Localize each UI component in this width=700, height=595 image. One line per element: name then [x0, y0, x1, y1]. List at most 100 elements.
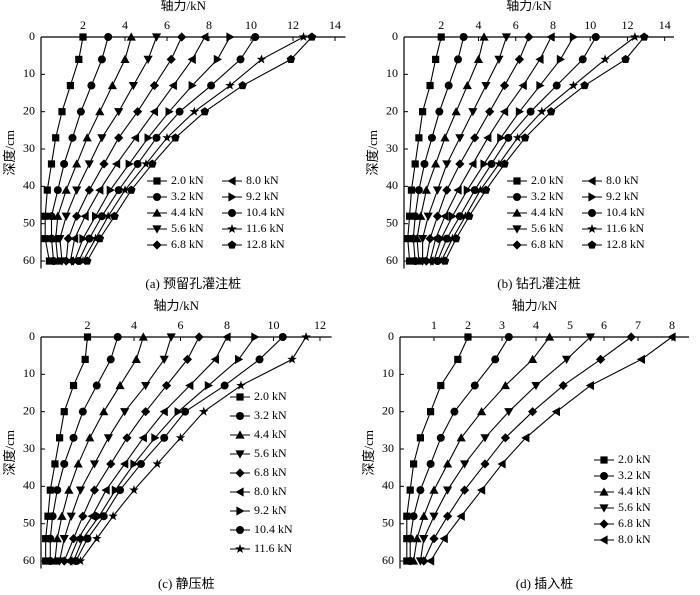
marker — [161, 380, 172, 391]
x-tick-label: 2 — [438, 18, 444, 32]
marker — [106, 185, 115, 195]
legend-label: 10.4 kN — [246, 205, 285, 219]
marker — [160, 433, 169, 442]
marker — [182, 354, 193, 365]
series-line — [407, 36, 442, 262]
marker — [225, 80, 235, 90]
marker — [113, 333, 122, 341]
marker — [116, 486, 125, 495]
marker — [198, 406, 209, 416]
legend-marker — [600, 472, 608, 480]
marker — [419, 108, 427, 116]
marker — [429, 512, 439, 521]
marker — [84, 160, 94, 169]
marker — [569, 32, 579, 42]
marker — [521, 433, 530, 443]
marker — [85, 234, 94, 243]
legend-label: 9.2 kN — [254, 503, 287, 517]
marker — [405, 212, 414, 220]
marker — [440, 256, 450, 265]
legend-marker — [228, 192, 237, 202]
x-tick-label: 5 — [567, 318, 573, 332]
marker — [181, 407, 190, 416]
marker — [64, 485, 74, 494]
marker — [416, 434, 424, 442]
series-line — [65, 36, 183, 262]
marker — [456, 433, 466, 442]
marker — [60, 408, 68, 416]
y-tick-label: 60 — [386, 253, 398, 267]
marker — [443, 486, 453, 495]
y-tick-label: 50 — [386, 215, 398, 229]
marker — [531, 381, 541, 391]
marker — [504, 333, 513, 341]
marker — [470, 133, 480, 143]
marker — [162, 132, 172, 142]
legend-marker — [235, 544, 245, 554]
marker — [251, 33, 260, 41]
y-tick-label: 40 — [386, 178, 398, 192]
marker — [504, 133, 513, 142]
marker — [185, 380, 194, 391]
legend-label: 4.4 kN — [171, 205, 204, 219]
marker — [79, 33, 87, 41]
marker — [141, 158, 151, 168]
legend-marker — [235, 430, 245, 439]
y-tick-label: 20 — [382, 403, 394, 417]
legend-label: 3.2 kN — [254, 408, 287, 422]
marker — [464, 333, 472, 341]
y-tick-label: 30 — [386, 141, 398, 155]
x-tick-label: 7 — [635, 318, 641, 332]
marker — [437, 33, 445, 41]
marker — [120, 185, 130, 195]
legend-marker — [227, 240, 237, 249]
marker — [403, 512, 411, 520]
marker — [70, 234, 79, 244]
marker — [97, 212, 106, 221]
marker — [85, 433, 95, 442]
marker — [41, 235, 49, 243]
series-line — [59, 336, 172, 562]
marker — [459, 33, 468, 41]
marker — [82, 133, 92, 142]
marker — [518, 80, 527, 91]
legend-marker — [587, 224, 597, 234]
legend-marker — [152, 225, 162, 234]
series-line — [437, 36, 597, 262]
marker — [535, 54, 544, 65]
series-line — [413, 336, 551, 562]
marker — [578, 55, 587, 64]
marker — [106, 459, 116, 469]
marker — [419, 556, 429, 566]
marker — [596, 354, 606, 365]
marker — [497, 459, 506, 469]
marker — [504, 408, 514, 417]
marker — [152, 458, 162, 468]
marker — [97, 134, 107, 143]
marker — [131, 354, 141, 364]
marker — [528, 407, 538, 417]
marker — [42, 535, 50, 543]
marker — [499, 107, 509, 117]
marker — [251, 332, 260, 342]
marker — [256, 54, 267, 64]
marker — [463, 185, 472, 195]
marker — [429, 485, 439, 494]
marker — [591, 33, 600, 41]
y-tick-label: 50 — [23, 215, 35, 229]
marker — [126, 32, 136, 41]
marker — [136, 459, 145, 468]
y-tick-label: 0 — [29, 29, 35, 43]
marker — [562, 355, 572, 365]
x-tick-label: 10 — [584, 18, 596, 32]
marker — [45, 257, 53, 265]
series-line — [68, 336, 228, 562]
marker — [95, 107, 105, 116]
series-line — [75, 336, 284, 562]
panel: 2 4 6 8 10 12 14 0 10 20 30 40 50 60 轴力/kN 深度/cm (a) 预留孔… — [2, 0, 346, 291]
y-tick-label: 50 — [23, 515, 35, 529]
y-tick-label: 60 — [23, 253, 35, 267]
marker — [107, 80, 117, 90]
marker — [409, 556, 419, 565]
marker — [130, 459, 139, 469]
